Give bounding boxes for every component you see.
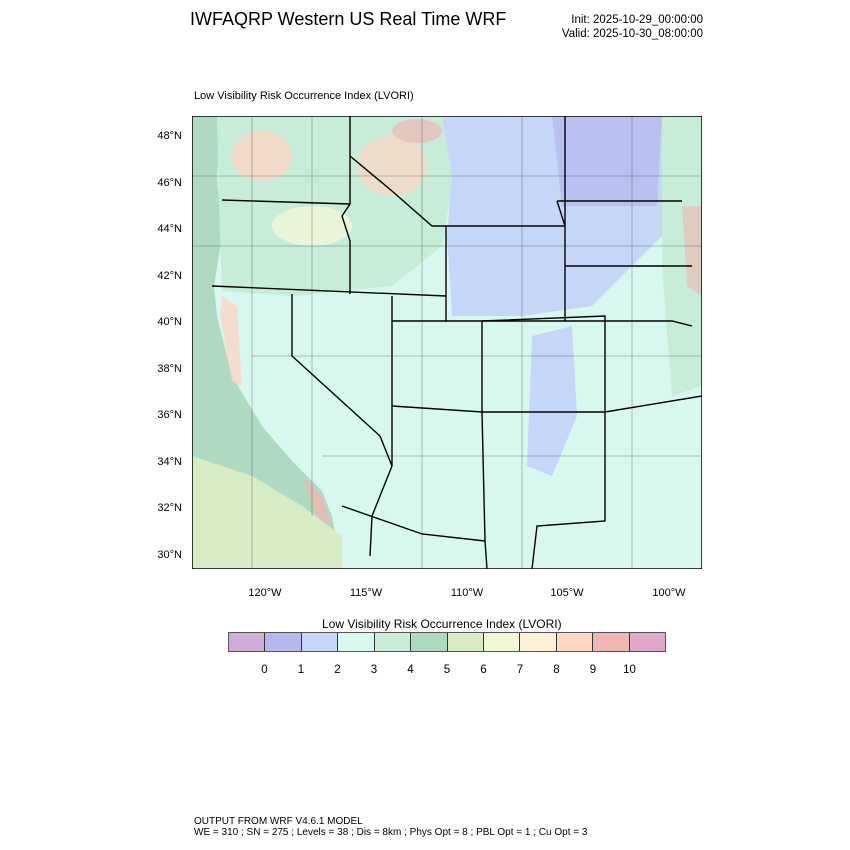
colorbar-box	[411, 633, 448, 651]
colorbar-box	[374, 633, 412, 651]
footer: OUTPUT FROM WRF V4.6.1 MODEL WE = 310 ; …	[194, 816, 587, 838]
lon-label: 120°W	[248, 587, 282, 599]
colorbar-label: 8	[553, 664, 560, 676]
risk-patch	[357, 136, 427, 196]
map-plot	[192, 116, 702, 569]
colorbar-label: 6	[480, 664, 487, 676]
colorbar-label: 3	[370, 664, 378, 676]
lat-label: 44°N	[157, 223, 182, 235]
footer-model: OUTPUT FROM WRF V4.6.1 MODEL	[194, 816, 363, 827]
risk-patch	[682, 206, 702, 296]
colorbar-box	[265, 633, 302, 651]
footer-config: WE = 310 ; SN = 275 ; Levels = 38 ; Dis …	[194, 827, 588, 838]
lat-label: 36°N	[157, 409, 182, 421]
colorbar-label: 1	[297, 664, 305, 676]
lon-label: 100°W	[652, 587, 686, 599]
lat-label: 32°N	[157, 502, 182, 514]
colorbar-label: 9	[589, 664, 597, 676]
low-risk-region	[552, 116, 662, 206]
map-subtitle: Low Visibility Risk Occurrence Index (LV…	[194, 90, 414, 102]
colorbar-label: 2	[334, 664, 341, 676]
colorbar-box	[338, 633, 375, 651]
colorbar-box	[229, 633, 266, 651]
risk-patch	[302, 476, 332, 526]
colorbar	[228, 632, 666, 652]
colorbar-label: 4	[407, 664, 414, 676]
valid-time: Valid: 2025-10-30_08:00:00	[561, 28, 703, 40]
county-borders	[192, 116, 702, 569]
colorbar-box	[629, 633, 666, 651]
risk-patch	[220, 296, 242, 386]
lat-label: 30°N	[157, 549, 182, 561]
lat-label: 38°N	[157, 363, 182, 375]
colorbar-label: 5	[443, 664, 451, 676]
init-time: Init: 2025-10-29_00:00:00	[571, 14, 703, 26]
colorbar-label: 0	[261, 664, 268, 676]
lon-label: 110°W	[450, 587, 484, 599]
lat-label: 48°N	[157, 130, 182, 142]
colorbar-box	[301, 633, 339, 651]
low-risk-region	[527, 326, 577, 476]
lon-label: 115°W	[349, 587, 383, 599]
colorbar-box	[556, 633, 594, 651]
colorbar-box	[447, 633, 484, 651]
colorbar-box	[483, 633, 521, 651]
colorbar-label: 10	[623, 664, 636, 676]
lon-label: 105°W	[550, 587, 584, 599]
ocean-region	[192, 116, 342, 569]
lat-label: 34°N	[157, 456, 182, 468]
risk-patch	[232, 131, 292, 181]
lat-label: 46°N	[157, 177, 182, 189]
colorbar-title: Low Visibility Risk Occurrence Index (LV…	[322, 617, 562, 631]
colorbar-label: 7	[516, 664, 524, 676]
plot-title: IWFAQRP Western US Real Time WRF	[190, 9, 507, 29]
time-info: Init: 2025-10-29_00:00:00 Valid: 2025-10…	[562, 13, 703, 41]
colorbar-box	[520, 633, 557, 651]
colorbar-box	[593, 633, 630, 651]
ocean-south-region	[192, 456, 342, 569]
lat-label: 42°N	[157, 270, 182, 282]
lat-label: 40°N	[157, 316, 182, 328]
risk-patch	[392, 119, 442, 143]
